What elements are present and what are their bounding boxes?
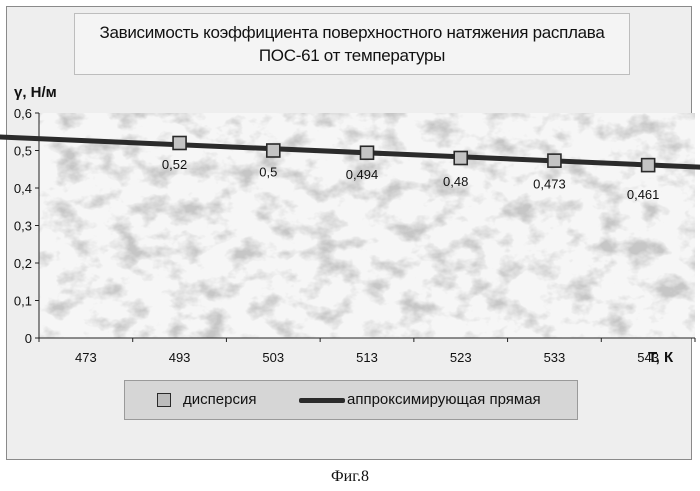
x-tick-label: 493 [169, 350, 191, 365]
chart-title-line-2: ПОС-61 от температуры [258, 46, 446, 65]
chart-title: Зависимость коэффициента поверхностного … [74, 13, 630, 75]
legend-label-dispersion: дисперсия [183, 391, 257, 408]
x-axis-title: Т, К [648, 349, 674, 366]
x-tick-label: 523 [450, 350, 472, 365]
x-tick-label: 533 [544, 350, 566, 365]
data-point-marker [265, 143, 281, 158]
legend-square-marker-icon [157, 393, 171, 407]
y-tick-label: 0,3 [14, 219, 32, 234]
approximating-line [0, 134, 700, 170]
y-tick-label: 0,1 [14, 294, 32, 309]
data-point-marker [359, 145, 375, 161]
legend: дисперсия аппроксимирующая прямая [124, 380, 578, 420]
y-axis-title: γ, Н/м [14, 84, 57, 101]
data-point-marker [453, 150, 469, 166]
data-point-marker [547, 153, 562, 168]
x-tick-label: 543 [637, 350, 659, 365]
y-tick-label: 0,6 [14, 106, 32, 121]
legend-line-icon [299, 398, 345, 403]
y-tick-label: 0,4 [14, 181, 32, 196]
legend-label-approximating-line: аппроксимирующая прямая [347, 391, 541, 408]
data-point-marker [640, 157, 656, 173]
x-tick-label: 473 [75, 350, 97, 365]
data-label: 0,473 [533, 177, 566, 192]
y-tick-label: 0,2 [14, 256, 32, 271]
data-label: 0,5 [259, 165, 277, 180]
data-label: 0,461 [627, 187, 660, 202]
data-label: 0,494 [346, 167, 379, 182]
chart-title-line-1: Зависимость коэффициента поверхностного … [99, 23, 605, 42]
figure-caption: Фиг.8 [331, 468, 369, 485]
y-tick-label: 0 [25, 331, 32, 346]
data-label: 0,52 [162, 157, 187, 172]
x-tick-label: 513 [356, 350, 378, 365]
x-tick-label: 503 [262, 350, 284, 365]
data-label: 0,48 [443, 174, 468, 189]
data-point-marker [172, 135, 187, 151]
y-tick-label: 0,5 [14, 144, 32, 159]
